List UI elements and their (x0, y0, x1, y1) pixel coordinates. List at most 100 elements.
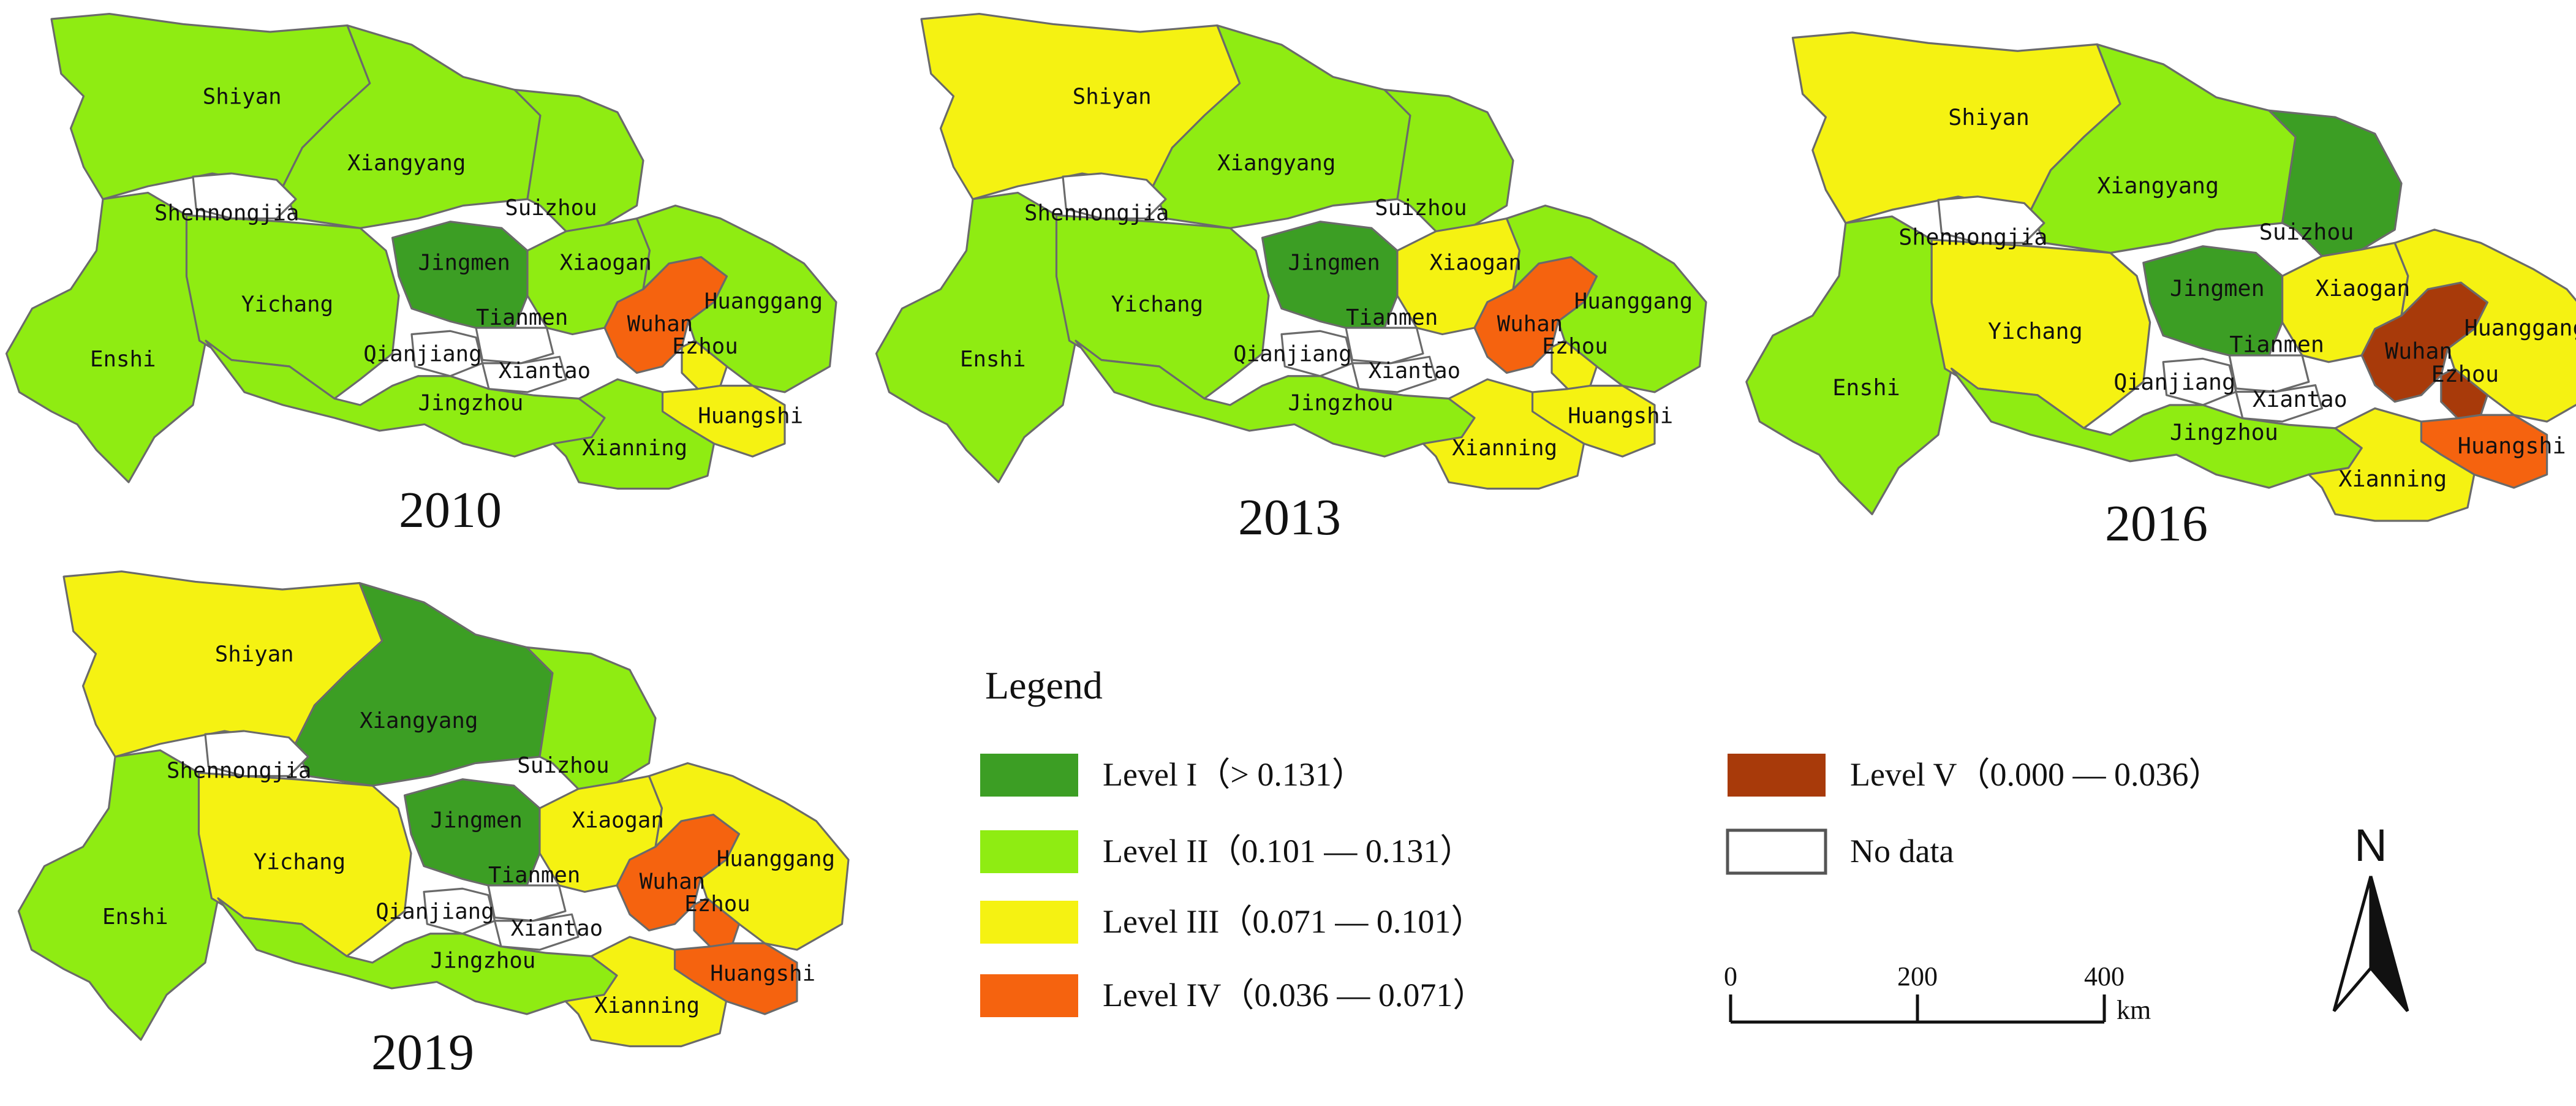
city-label-suizhou: Suizhou (505, 195, 597, 221)
city-label-huanggang: Huanggang (704, 289, 823, 314)
city-label-huanggang: Huanggang (1574, 289, 1693, 314)
region-xiangyang (282, 24, 542, 229)
legend: Legend Level I（> 0.131） Level II（0.101 — 0… (980, 664, 2221, 1017)
city-label-xiaogan: Xiaogan (572, 808, 663, 833)
city-label-qianjiang: Qianjiang (363, 342, 482, 367)
city-label-yichang: Yichang (1988, 318, 2083, 344)
city-label-yichang: Yichang (1111, 292, 1203, 317)
city-label-suizhou: Suizhou (2259, 219, 2354, 245)
city-label-xianning: Xianning (594, 993, 700, 1018)
city-label-yichang: Yichang (241, 292, 333, 317)
city-label-wuhan: Wuhan (627, 311, 693, 336)
region-shennongjia (1937, 195, 2045, 244)
scale-tick-label-200: 200 (1897, 961, 1938, 991)
region-yichang (185, 214, 400, 400)
city-label-ezhou: Ezhou (672, 334, 738, 359)
region-enshi (17, 749, 219, 1041)
city-label-jingmen: Jingmen (418, 250, 510, 275)
city-label-xiangyang: Xiangyang (347, 151, 466, 176)
north-arrow-left-half (2332, 876, 2373, 1012)
map-panel-2016: Shiyan Xiangyang Suizhou Shennongjia Enshi Yi… (1745, 31, 2576, 522)
city-label-huangshi: Huangshi (2458, 433, 2566, 459)
region-enshi (875, 191, 1077, 483)
city-label-jingzhou: Jingzhou (430, 948, 535, 973)
map-panel-2010: Shiyan Xiangyang Suizhou Shennongjia Enshi Yi… (5, 13, 837, 490)
city-label-huanggang: Huanggang (2465, 315, 2576, 341)
region-yichang (1055, 214, 1270, 400)
legend-swatch-iii (980, 901, 1078, 944)
region-shennongjia (204, 730, 309, 778)
city-label-shennongjia: Shennongjia (154, 201, 299, 226)
scale-tick-label-0: 0 (1724, 961, 1737, 991)
city-label-shiyan: Shiyan (215, 642, 294, 667)
region-shennongjia (1062, 172, 1167, 220)
city-label-qianjiang: Qianjiang (2113, 369, 2235, 395)
region-yichang (197, 771, 412, 958)
region-shennongjia (192, 172, 297, 220)
legend-title: Legend (985, 664, 1103, 707)
legend-label-none: No data (1850, 833, 1954, 869)
city-label-xiaogan: Xiaogan (559, 250, 651, 275)
city-label-jingzhou: Jingzhou (1288, 390, 1394, 415)
legend-swatch-v (1728, 754, 1826, 797)
city-label-huanggang: Huanggang (717, 847, 835, 872)
city-label-xiangyang: Xiangyang (360, 708, 478, 733)
city-label-enshi: Enshi (102, 904, 168, 930)
city-label-ezhou: Ezhou (684, 892, 750, 917)
legend-label-iii: Level III（0.071 — 0.101） (1103, 903, 1484, 940)
year-label-2019: 2019 (371, 1024, 474, 1081)
legend-swatch-none (1726, 828, 1827, 875)
city-label-xianning: Xianning (2338, 466, 2447, 492)
city-label-xiantao: Xiantao (511, 916, 603, 941)
city-label-wuhan: Wuhan (640, 869, 705, 894)
legend-label-ii: Level II（0.101 — 0.131） (1103, 833, 1473, 869)
year-label-2016: 2016 (2105, 495, 2208, 552)
city-label-tianmen: Tianmen (476, 305, 568, 330)
city-label-yichang: Yichang (254, 850, 346, 875)
city-label-shiyan: Shiyan (1073, 85, 1152, 110)
region-yichang (1930, 238, 2151, 430)
city-label-xiaogan: Xiaogan (2316, 275, 2411, 301)
city-label-xiantao: Xiantao (1369, 358, 1460, 384)
north-arrow-right-half (2369, 876, 2409, 1012)
region-xianning (2308, 407, 2476, 522)
region-xiangyang (1152, 24, 1411, 229)
legend-label-i: Level I（> 0.131） (1103, 756, 1365, 793)
region-enshi (1745, 215, 1953, 515)
city-label-shennongjia: Shennongjia (1024, 201, 1169, 226)
city-label-jingmen: Jingmen (430, 808, 522, 833)
city-label-qianjiang: Qianjiang (1233, 342, 1351, 367)
legend-swatch-iv (980, 974, 1078, 1017)
region-xianning (552, 378, 716, 490)
city-label-shennongjia: Shennongjia (167, 759, 311, 784)
legend-swatch-ii (980, 830, 1078, 873)
scale-unit: km (2117, 995, 2151, 1025)
city-label-huangshi: Huangshi (1568, 403, 1673, 428)
city-label-jingmen: Jingmen (2170, 275, 2265, 301)
region-enshi (5, 191, 207, 483)
city-label-shiyan: Shiyan (1948, 104, 2030, 131)
city-label-xiangyang: Xiangyang (2097, 172, 2219, 199)
year-label-2010: 2010 (399, 482, 502, 539)
city-label-wuhan: Wuhan (1497, 311, 1563, 336)
city-label-ezhou: Ezhou (1542, 334, 1607, 359)
city-label-huangshi: Huangshi (698, 403, 803, 428)
region-xianning (564, 936, 728, 1048)
city-label-ezhou: Ezhou (2431, 361, 2499, 387)
city-label-xianning: Xianning (1452, 436, 1557, 461)
city-label-xiangyang: Xiangyang (1217, 151, 1335, 176)
city-label-enshi: Enshi (960, 347, 1025, 372)
year-label-2013: 2013 (1238, 489, 1341, 546)
city-label-tianmen: Tianmen (488, 863, 580, 888)
city-label-suizhou: Suizhou (517, 753, 609, 778)
city-label-enshi: Enshi (1832, 374, 1900, 401)
region-xiangyang (294, 581, 554, 787)
city-label-shennongjia: Shennongjia (1898, 224, 2047, 251)
city-label-xianning: Xianning (582, 436, 687, 461)
legend-swatch-i (980, 754, 1078, 797)
north-arrow-icon: N (2332, 820, 2409, 1012)
legend-label-v: Level V（0.000 — 0.036） (1850, 756, 2221, 793)
map-panel-2019: Shiyan Xiangyang Suizhou Shennongjia Enshi Yi… (17, 570, 850, 1048)
